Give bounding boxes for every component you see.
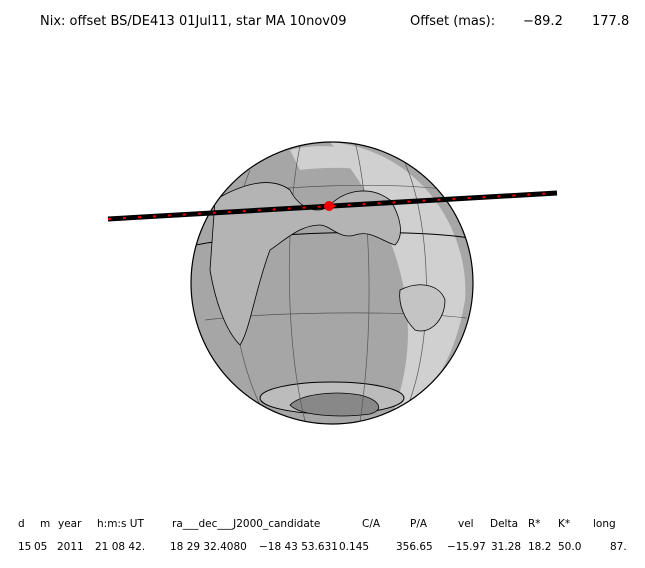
col-header: h:m:s UT [97,518,144,530]
col-header: m [40,518,51,530]
cell: −15.97 [447,541,486,553]
shading [195,142,471,423]
cell: 356.65 [396,541,433,553]
col-header: long [593,518,616,530]
col-header: ra___dec___J2000_candidate [172,518,321,530]
col-header: C/A [362,518,381,530]
offset-value: −89.2 [523,14,563,29]
col-header: year [58,518,82,530]
cell: 21 08 42. [95,541,146,553]
col-header: Delta [490,518,519,530]
col-header: R* [528,518,541,530]
cell: 50.0 [558,541,582,553]
title: Nix: offset BS/DE413 01Jul11, star MA 10… [40,14,347,29]
cell: 18.2 [528,541,552,553]
cell: 18 29 32.4080 [170,541,247,553]
cell: 31.28 [491,541,522,553]
offset-label: Offset (mas): [410,14,496,29]
offset-value: 177.8 [592,14,630,29]
col-header: vel [458,518,474,530]
col-header: P/A [410,518,428,530]
closest-approach [324,201,334,211]
cell: 2011 [57,541,84,553]
col-header: d [18,518,25,530]
col-header: K* [558,518,571,530]
cell: 15 [18,541,32,553]
cell: 87. [610,541,627,553]
cell: 0.145 [339,541,370,553]
cell: 05 [34,541,48,553]
globe-outline [190,141,474,425]
cell: −18 43 53.631 [259,541,338,553]
